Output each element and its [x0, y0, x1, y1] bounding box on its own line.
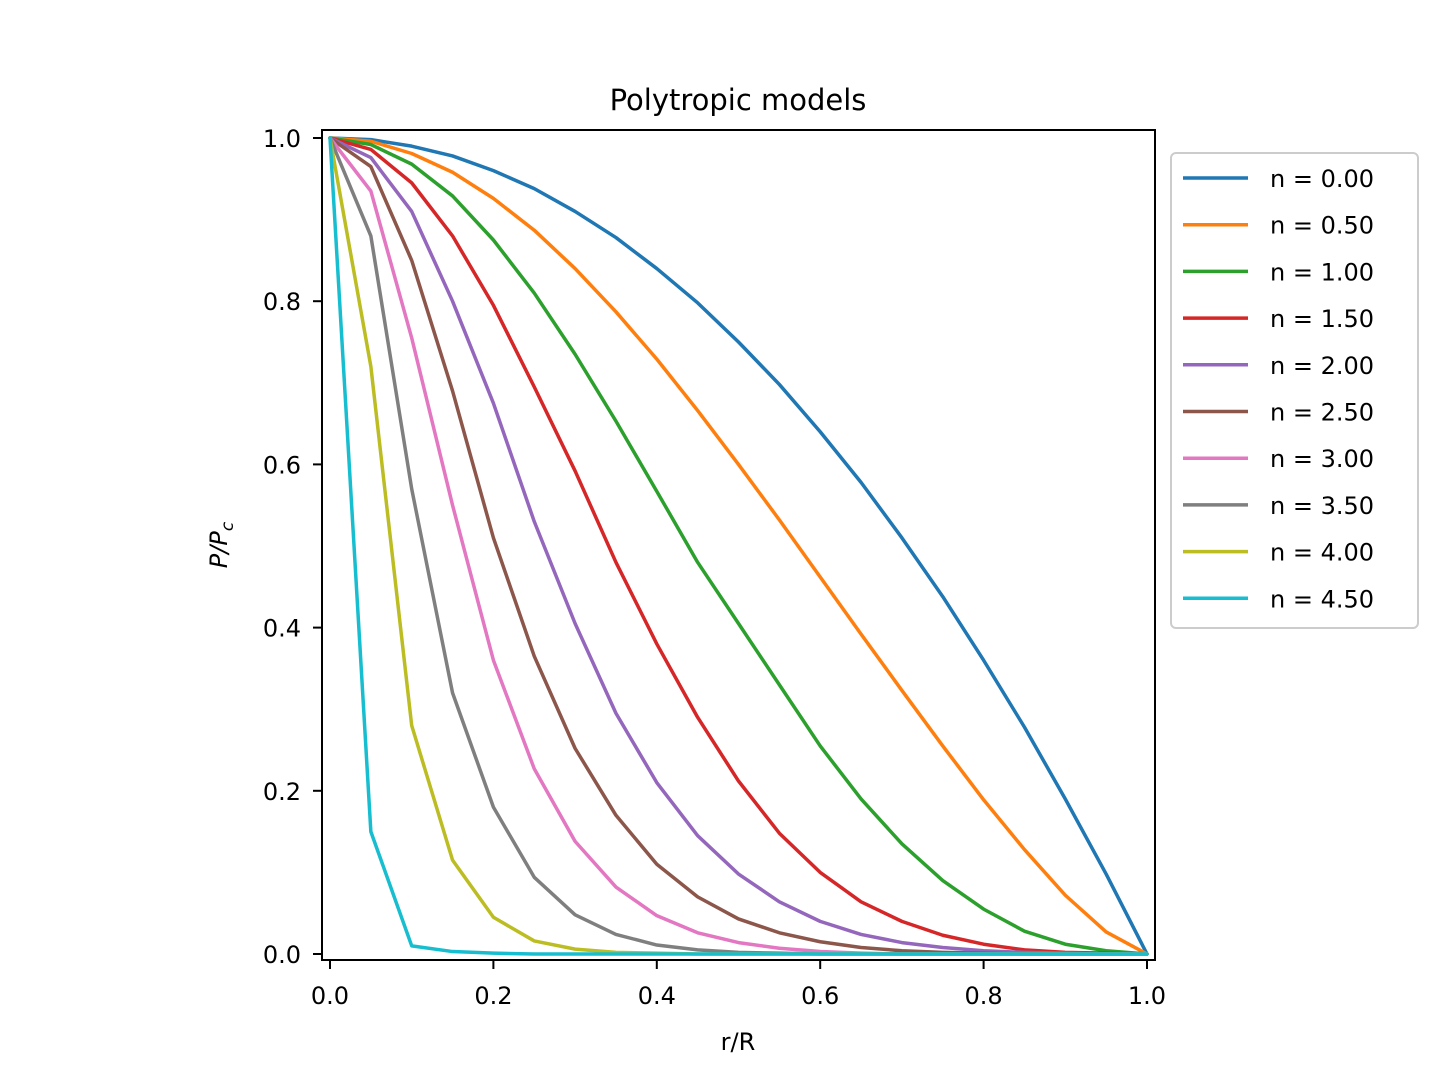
legend-label-2: n = 1.00	[1270, 258, 1374, 286]
y-tick-label-5: 1.0	[263, 125, 301, 153]
legend-label-9: n = 4.50	[1270, 585, 1374, 613]
series-layer	[328, 136, 1149, 956]
legend-label-3: n = 1.50	[1270, 305, 1374, 333]
x-tick-label-4: 0.8	[965, 982, 1003, 1010]
legend-label-8: n = 4.00	[1270, 539, 1374, 567]
y-axis-ticks: 0.0 0.2 0.4 0.6 0.8 1.0	[263, 125, 322, 969]
y-tick-label-3: 0.6	[263, 451, 301, 479]
legend-items: n = 0.00 n = 0.50 n = 1.00 n = 1.50 n = 2.00…	[1183, 165, 1374, 613]
x-axis-ticks: 0.0 0.2 0.4 0.6 0.8 1.0	[311, 960, 1166, 1010]
x-tick-label-3: 0.6	[801, 982, 839, 1010]
series-line-4	[328, 136, 1149, 956]
y-tick-label-1: 0.2	[263, 778, 301, 806]
axes-frame	[321, 129, 1156, 961]
series-line-3	[328, 136, 1149, 956]
legend-label-0: n = 0.00	[1270, 165, 1374, 193]
legend-label-1: n = 0.50	[1270, 212, 1374, 240]
series-line-1	[328, 136, 1149, 956]
x-tick-label-1: 0.2	[474, 982, 512, 1010]
legend-label-7: n = 3.50	[1270, 492, 1374, 520]
series-line-9	[328, 136, 1149, 956]
y-axis-label: P/Pc	[205, 521, 238, 568]
legend-label-4: n = 2.00	[1270, 352, 1374, 380]
series-line-2	[328, 136, 1149, 956]
legend-label-5: n = 2.50	[1270, 399, 1374, 427]
legend-label-6: n = 3.00	[1270, 445, 1374, 473]
y-axis-label-subscript: c	[218, 521, 238, 531]
x-tick-label-5: 1.0	[1128, 982, 1166, 1010]
legend: n = 0.00 n = 0.50 n = 1.00 n = 1.50 n = 2.00…	[1170, 152, 1419, 629]
y-tick-label-2: 0.4	[263, 615, 301, 643]
x-tick-label-2: 0.4	[638, 982, 676, 1010]
y-tick-label-4: 0.8	[263, 288, 301, 316]
chart-title: Polytropic models	[610, 83, 867, 117]
x-axis-label: r/R	[721, 1028, 756, 1056]
series-line-0	[328, 136, 1149, 956]
x-tick-label-0: 0.0	[311, 982, 349, 1010]
y-tick-label-0: 0.0	[263, 941, 301, 969]
plot-area	[322, 130, 1155, 960]
y-axis-label-main: P/P	[205, 531, 233, 569]
